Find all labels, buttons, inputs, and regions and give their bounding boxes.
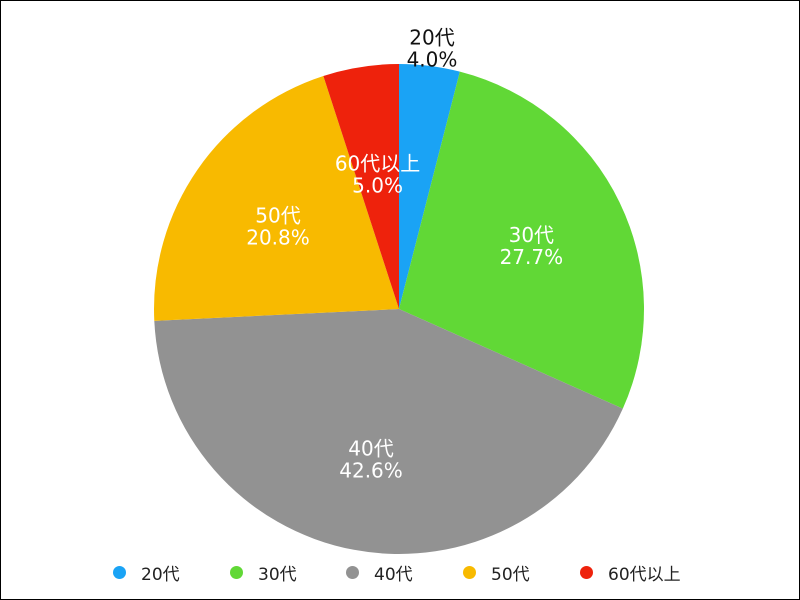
legend-item-50s: 50代: [463, 559, 530, 585]
legend-item-20s: 20代: [113, 559, 180, 585]
legend-label-40s: 40代: [374, 564, 413, 585]
pie-slice-20s: [399, 64, 460, 309]
slice-percent-label-40s: 42.6%: [339, 458, 403, 482]
legend-label-20s: 20代: [141, 564, 180, 585]
pie-slice-30s: [399, 71, 645, 409]
pie-slices: [154, 64, 645, 554]
pie-slice-60s-plus: [323, 64, 399, 309]
slice-category-label-60s-plus: 60代以上: [335, 151, 420, 175]
legend-label-50s: 50代: [491, 564, 530, 585]
legend-swatch-60s-plus: [580, 565, 593, 579]
slice-category-label-20s: 20代: [409, 26, 454, 50]
legend-swatch-50s: [463, 565, 476, 579]
legend-item-30s: 30代: [230, 559, 297, 585]
slice-category-label-40s: 40代: [348, 436, 393, 460]
pie-slice-40s: [154, 309, 623, 554]
slice-percent-label-30s: 27.7%: [500, 245, 564, 269]
slice-percent-label-50s: 20.8%: [246, 225, 310, 249]
pie-slice-50s: [154, 75, 399, 321]
slice-percent-label-20s: 4.0%: [407, 48, 458, 72]
legend-swatch-20s: [113, 565, 126, 579]
legend-label-30s: 30代: [258, 564, 297, 585]
slice-percent-label-60s-plus: 5.0%: [352, 173, 403, 197]
legend-item-40s: 40代: [346, 559, 413, 585]
legend-swatch-30s: [230, 565, 243, 579]
legend-swatch-40s: [346, 565, 359, 579]
slice-category-label-30s: 30代: [509, 223, 554, 247]
legend-label-60s-plus: 60代以上: [608, 564, 681, 585]
slice-category-label-50s: 50代: [255, 203, 300, 227]
legend-item-60s-plus: 60代以上: [580, 559, 681, 585]
chart-legend: 20代 30代 40代 50代 60代以上: [1, 559, 800, 585]
